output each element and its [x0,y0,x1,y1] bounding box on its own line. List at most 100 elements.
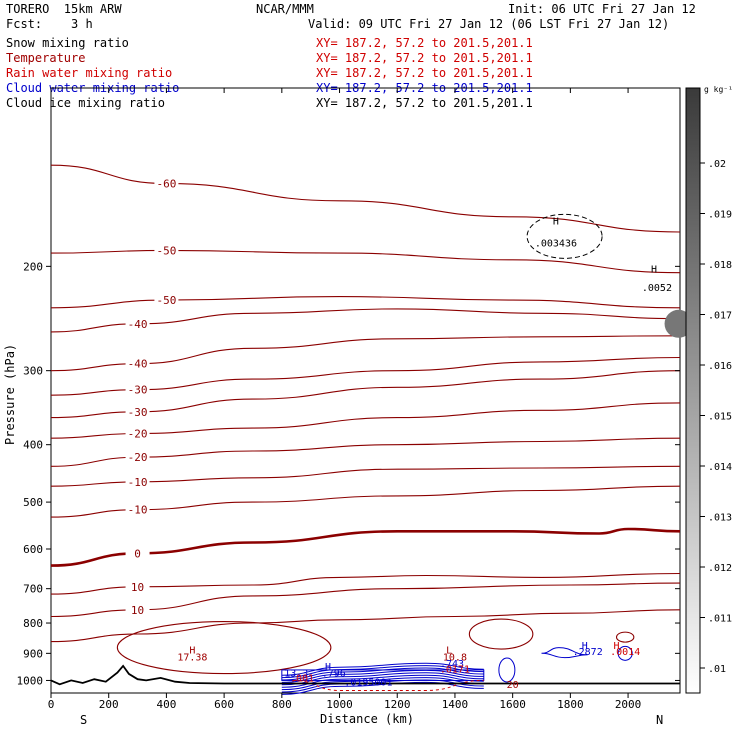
legend-snow-xy: XY= 187.2, 57.2 to 201.5,201.1 [316,36,533,50]
temperature-closed-contour [116,621,332,675]
annotation-label: .743 [440,659,464,670]
temperature-contour [50,249,681,274]
annotation-label: H [189,645,195,656]
y-tick-label: 900 [23,647,43,660]
colorbar-tick-label: .012 [708,563,732,574]
temperature-contour [50,609,681,643]
x-tick-label: 0 [48,698,55,711]
temperature-contour-label: -20 [128,451,148,464]
ylabel: Pressure (hPa) [3,344,17,445]
rain-water-contour [293,679,484,692]
annotation-label: H [651,265,657,276]
colorbar-tick-label: .015 [708,412,732,423]
x-tick-label: 2000 [615,698,642,711]
contour-label-bg [125,503,150,515]
temperature-contour-label: -40 [128,358,148,371]
annotation-label: 20 [507,680,519,691]
annotation-label: .003436 [535,238,577,249]
temperature-contour-label: -10 [128,476,148,489]
colorbar-tick-label: .013 [708,513,732,524]
y-tick-label: 700 [23,583,43,596]
temperature-contour [50,164,681,233]
contour-label-bg [154,244,179,256]
colorbar-tick-label: .01 [708,664,726,675]
annotation-label: .796 [322,669,346,680]
forecast-hour: Fcst: 3 h [6,17,93,31]
contour-label-bg [125,603,150,615]
colorbar-tick-label: .018 [708,260,732,271]
temperature-contour-label: -20 [128,428,148,441]
x-end-label-left: S [80,713,87,727]
temperature-contour-label: -60 [156,178,176,191]
org-label: NCAR/MMM [256,2,314,16]
annotation-label: L [446,645,452,656]
temperature-contour-label: 10 [131,604,144,617]
cloud-water-contour [281,665,484,679]
temperature-contour-label: -30 [128,384,148,397]
colorbar-tick-label: .016 [708,361,732,372]
x-tick-label: 1200 [384,698,411,711]
colorbar-unit: g kg⁻¹ [704,85,733,94]
cloud-water-contour [541,647,588,659]
annotation-label: .2872 [573,647,603,658]
annotation-label: 10.8 [443,652,467,663]
contour-label-bg [125,317,150,329]
colorbar-tick-label: .017 [708,311,732,322]
cloud-water-contour [281,662,484,676]
y-tick-label: 200 [23,260,43,273]
temperature-contour-label: -10 [128,504,148,517]
temperature-contour-label: 10 [131,581,144,594]
colorbar-tick-label: .011 [708,614,732,625]
legend-rain-xy: XY= 187.2, 57.2 to 201.5,201.1 [316,66,533,80]
xlabel: Distance (km) [320,712,414,726]
legend-temp-xy: XY= 187.2, 57.2 to 201.5,201.1 [316,51,533,65]
colorbar [685,87,701,694]
annotation-label: H [614,641,620,652]
model-label: TORERO 15km ARW [6,2,122,16]
cloud-water-contour [281,681,484,695]
temperature-contour-label: -50 [156,294,176,307]
x-tick-label: 200 [99,698,119,711]
contour-label-bg [154,177,179,189]
x-tick-label: 600 [214,698,234,711]
annotation-label: H [582,641,588,652]
temperature-contour-label: 0 [134,547,141,560]
temperature-contour-label: -50 [156,244,176,257]
temperature-contour [50,296,681,309]
x-tick-label: 1800 [557,698,584,711]
snow-contour [526,213,603,259]
colorbar-tick-label: .019 [708,210,732,221]
contour-label-bg [125,547,150,559]
x-end-label-right: N [656,713,663,727]
terrain-line [50,664,680,686]
cloud-water-contour [498,657,516,683]
legend-cloudice-xy: XY= 187.2, 57.2 to 201.5,201.1 [316,96,533,110]
temperature-contour-label: -40 [128,318,148,331]
x-tick-label: 400 [156,698,176,711]
contour-label-bg [125,357,150,369]
y-tick-label: 600 [23,543,43,556]
legend-temp-name: Temperature [6,51,86,65]
annotation-label: .0052 [642,283,672,294]
contour-label-bg [125,451,150,463]
cloud-water-contour [281,679,484,693]
annotation-label: 17.38 [177,652,207,663]
valid-time: Valid: 09 UTC Fri 27 Jan 12 (06 LST Fri … [308,17,670,31]
contour-label-bg [154,294,179,306]
colorbar-tick-label: .02 [708,159,726,170]
cloud-water-contour [617,645,633,661]
y-tick-label: 300 [23,365,43,378]
legend-cloudice-name: Cloud ice mixing ratio [6,96,165,110]
cloud-water-contours [281,645,633,695]
legend-rain-name: Rain water mixing ratio [6,66,173,80]
x-tick-label: 1600 [499,698,526,711]
temperature-closed-contour [615,631,635,643]
y-tick-label: 800 [23,617,43,630]
colorbar-tick-label: .014 [708,462,732,473]
x-tick-label: 800 [272,698,292,711]
y-tick-label: 500 [23,496,43,509]
temperature-closed-contour [468,618,534,650]
legend-snow-name: Snow mixing ratio [6,36,129,50]
cloud-water-contour [281,669,484,683]
